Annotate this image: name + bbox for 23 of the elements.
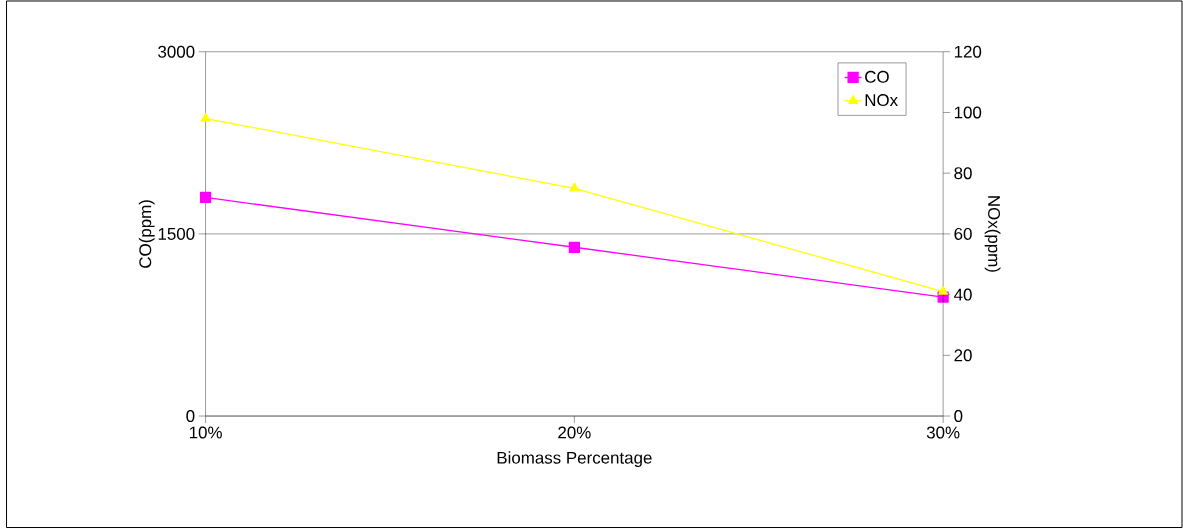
point: [938, 286, 949, 295]
y2-tick-label: 60: [954, 228, 972, 241]
y2-tick-label: 80: [954, 167, 972, 180]
legend-label: CO: [865, 71, 889, 84]
y-tick-label: 0: [186, 410, 195, 423]
y-axis-title: CO(ppm): [138, 200, 155, 269]
point: [200, 113, 211, 122]
x-tick-label: 30%: [926, 426, 960, 439]
y-tick-label: 1500: [158, 228, 195, 241]
y2-tick-label: 40: [954, 288, 972, 301]
legend-label: NOx: [865, 94, 898, 107]
point: [568, 241, 580, 254]
point: [199, 192, 212, 204]
y2-tick-label: 120: [954, 46, 982, 58]
x-tick-label: 20%: [558, 426, 591, 439]
x-tick-label: 10%: [189, 426, 222, 439]
y-tick-label: 3000: [158, 46, 195, 58]
y2-axis-title: NOx(ppm): [984, 196, 1001, 273]
y2-tick-label: 0: [954, 410, 963, 423]
y2-tick-label: 20: [954, 349, 972, 362]
y2-tick-label: 100: [954, 106, 982, 119]
x-axis-title: Biomass Percentage: [497, 451, 652, 468]
point: [569, 182, 580, 192]
